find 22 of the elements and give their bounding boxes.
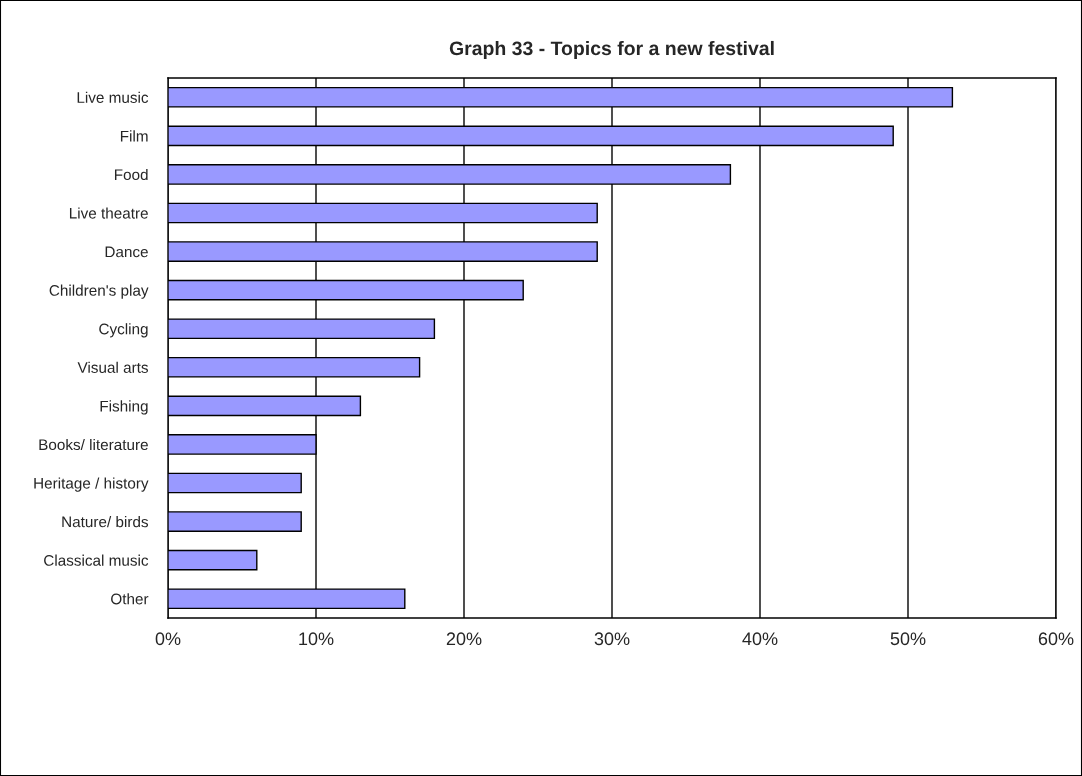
x-tick-label: 40% — [742, 632, 778, 646]
y-tick-label: Heritage / history — [34, 477, 149, 492]
y-tick-label: Fishing — [100, 400, 148, 415]
chart-title: Graph 33 - Topics for a new festival — [449, 40, 774, 60]
y-tick-label: Food — [114, 168, 148, 181]
x-tick-label: 0% — [155, 632, 181, 646]
y-tick-label: Nature/ birds — [62, 516, 149, 528]
y-tick-label: Live music — [77, 91, 149, 103]
y-tick-label: Dance — [105, 246, 148, 258]
y-tick-label: Books/ literature — [39, 438, 148, 451]
y-tick-label: Children's play — [49, 284, 149, 299]
y-tick-label: Cycling — [99, 323, 148, 338]
y-tick-label: Live theatre — [69, 207, 148, 219]
x-tick-label: 30% — [594, 632, 630, 646]
x-tick-label: 50% — [890, 632, 926, 646]
y-tick-label: Visual arts — [77, 361, 149, 373]
y-tick-label: Classical music — [44, 554, 149, 566]
y-tick-label: Film — [120, 130, 148, 142]
x-tick-label: 60% — [1038, 632, 1074, 646]
x-tick-label: 20% — [446, 632, 482, 646]
x-tick-label: 10% — [299, 632, 334, 646]
y-tick-label: Other — [111, 593, 149, 605]
